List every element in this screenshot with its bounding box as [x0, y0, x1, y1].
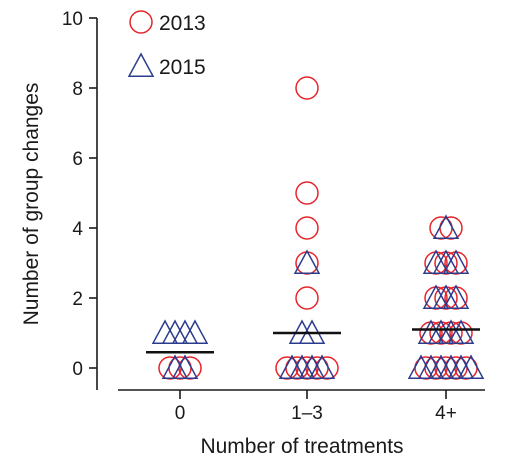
- data-point-2015: [308, 354, 336, 379]
- data-point-2015: [442, 249, 470, 274]
- x-axis: 0 1–3 4+: [118, 389, 485, 424]
- data-point-2015: [171, 354, 199, 379]
- y-axis-label: Number of group changes: [20, 83, 43, 326]
- x-tick-label: 1–3: [291, 403, 323, 424]
- data-point-2015: [447, 319, 475, 344]
- legend-marker-2015: [127, 52, 155, 77]
- y-tick-label: 6: [72, 149, 83, 170]
- x-tick-label: 0: [175, 403, 186, 424]
- legend-marker-2013: [129, 10, 153, 34]
- legend-label: 2013: [159, 12, 206, 35]
- data-point-2013: [295, 251, 319, 275]
- data-point-2013: [295, 286, 319, 310]
- data-point-2013: [295, 76, 319, 100]
- data-point-2015: [293, 249, 321, 274]
- data-point-2013: [295, 181, 319, 205]
- y-axis: 0 2 4 6 8 10: [62, 9, 98, 390]
- y-tick-label: 8: [72, 79, 83, 100]
- data-point-2015: [457, 354, 485, 379]
- data-point-2013: [295, 216, 319, 240]
- y-tick-label: 4: [72, 219, 83, 240]
- legend-label: 2015: [159, 56, 206, 79]
- data-point-2015: [442, 284, 470, 309]
- y-tick-label: 10: [62, 9, 83, 30]
- data-point-2015: [181, 319, 209, 344]
- legend: 2013 2015: [127, 10, 206, 79]
- data-points: [151, 76, 485, 380]
- x-tick-label: 4+: [435, 403, 457, 424]
- x-axis-label: Number of treatments: [200, 435, 403, 458]
- series-2015: [151, 214, 485, 379]
- median-lines: [146, 328, 480, 354]
- y-tick-label: 2: [72, 289, 83, 310]
- y-tick-label: 0: [72, 359, 83, 380]
- data-point-2015: [432, 214, 460, 239]
